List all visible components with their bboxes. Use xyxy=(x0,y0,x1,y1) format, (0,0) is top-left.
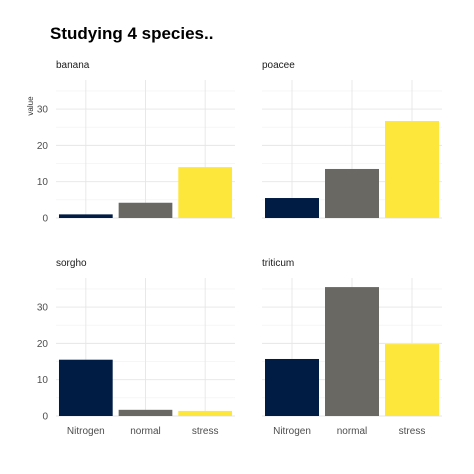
x-tick-label: Nitrogen xyxy=(67,426,105,437)
y-tick-label: 0 xyxy=(42,214,48,225)
x-tick-label: normal xyxy=(337,426,368,437)
y-tick-label: 20 xyxy=(37,339,49,350)
bar-triticum-normal xyxy=(325,287,379,416)
y-tick-label: 30 xyxy=(37,303,49,314)
y-tick-label: 10 xyxy=(37,375,49,386)
y-tick-label: 20 xyxy=(37,141,49,152)
y-tick-label: 30 xyxy=(37,105,49,116)
y-axis-label: value xyxy=(26,96,35,116)
bar-poacee-nitrogen xyxy=(265,198,319,218)
bar-banana-nitrogen xyxy=(58,214,113,218)
bar-sorgho-normal xyxy=(118,409,173,416)
x-tick-label: stress xyxy=(399,426,426,437)
x-tick-label: stress xyxy=(192,426,219,437)
bar-poacee-normal xyxy=(325,168,379,218)
panel-label-banana: banana xyxy=(56,60,90,71)
chart-title: Studying 4 species.. xyxy=(50,24,214,43)
panel-label-triticum: triticum xyxy=(262,258,294,269)
panel-label-poacee: poacee xyxy=(262,60,295,71)
x-tick-label: normal xyxy=(130,426,161,437)
bar-banana-normal xyxy=(118,202,173,218)
panel-label-sorgho: sorgho xyxy=(56,258,87,269)
bar-triticum-stress xyxy=(385,344,439,416)
bar-poacee-stress xyxy=(385,121,439,218)
bar-sorgho-nitrogen xyxy=(58,359,113,416)
bar-triticum-nitrogen xyxy=(265,358,319,416)
bar-banana-stress xyxy=(178,167,233,218)
y-tick-label: 0 xyxy=(42,412,48,423)
y-tick-label: 10 xyxy=(37,177,49,188)
bar-sorgho-stress xyxy=(178,410,233,416)
x-tick-label: Nitrogen xyxy=(273,426,311,437)
